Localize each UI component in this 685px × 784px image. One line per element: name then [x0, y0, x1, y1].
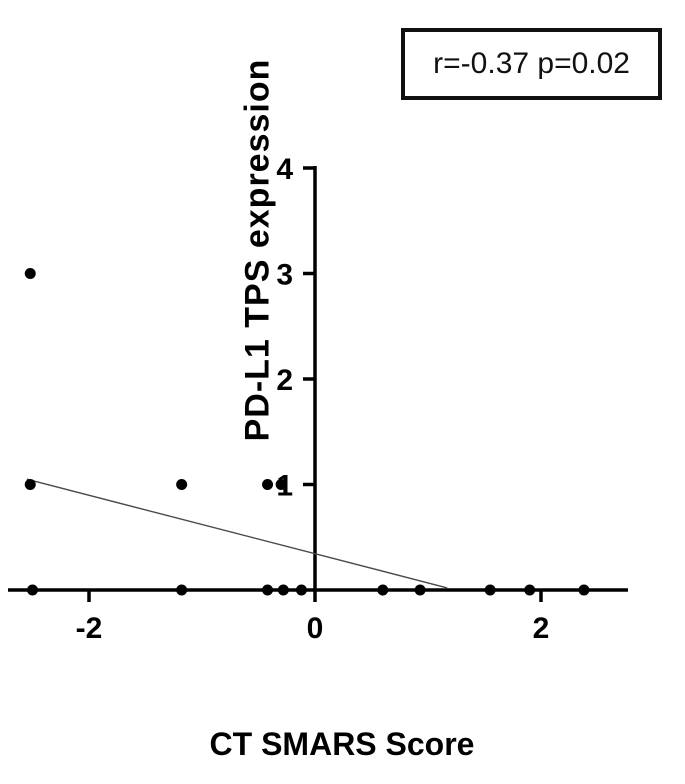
- data-point: [578, 584, 590, 596]
- data-point: [24, 268, 36, 279]
- data-point: [277, 584, 289, 596]
- trendline: [26, 478, 448, 589]
- data-point: [262, 584, 274, 596]
- data-point: [484, 584, 496, 596]
- data-point: [176, 479, 188, 490]
- data-point: [27, 584, 38, 596]
- data-point: [262, 479, 274, 490]
- correlation-stats-box: r=-0.37 p=0.02: [401, 28, 662, 100]
- data-point: [414, 584, 426, 596]
- data-point: [524, 584, 536, 596]
- y-tick-label: 4: [276, 153, 293, 186]
- y-tick-label: 2: [276, 364, 293, 397]
- x-tick-label: -2: [76, 612, 103, 645]
- data-point: [275, 479, 287, 490]
- data-point: [295, 584, 307, 596]
- data-point: [24, 479, 36, 490]
- x-tick-label: 0: [307, 612, 324, 645]
- data-point: [377, 584, 389, 596]
- correlation-stats-text: r=-0.37 p=0.02: [433, 47, 630, 80]
- x-axis-title: CT SMARS Score: [209, 726, 475, 762]
- data-point: [176, 584, 188, 596]
- y-tick-label: 3: [276, 259, 293, 292]
- x-tick-label: 2: [533, 612, 550, 645]
